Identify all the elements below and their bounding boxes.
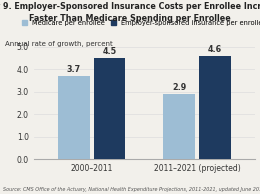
Text: 2.9: 2.9 bbox=[172, 83, 186, 93]
Text: Exhibit 9. Employer-Sponsored Insurance Costs per Enrollee Increasing: Exhibit 9. Employer-Sponsored Insurance … bbox=[0, 2, 260, 11]
Text: 4.6: 4.6 bbox=[208, 45, 222, 54]
Text: Faster Than Medicare Spending per Enrollee: Faster Than Medicare Spending per Enroll… bbox=[29, 14, 231, 23]
Bar bbox=[58, 76, 90, 159]
Text: 3.7: 3.7 bbox=[67, 65, 81, 74]
Bar bbox=[163, 94, 195, 159]
Bar bbox=[199, 55, 231, 159]
Bar bbox=[94, 58, 125, 159]
Text: Source: CMS Office of the Actuary, National Health Expenditure Projections, 2011: Source: CMS Office of the Actuary, Natio… bbox=[3, 187, 260, 192]
Text: Annual rate of growth, percent: Annual rate of growth, percent bbox=[5, 41, 113, 47]
Text: 4.5: 4.5 bbox=[102, 48, 117, 56]
Legend: Medicare per enrollee, Employer-sponsored insurance per enrollee: Medicare per enrollee, Employer-sponsore… bbox=[20, 18, 260, 27]
